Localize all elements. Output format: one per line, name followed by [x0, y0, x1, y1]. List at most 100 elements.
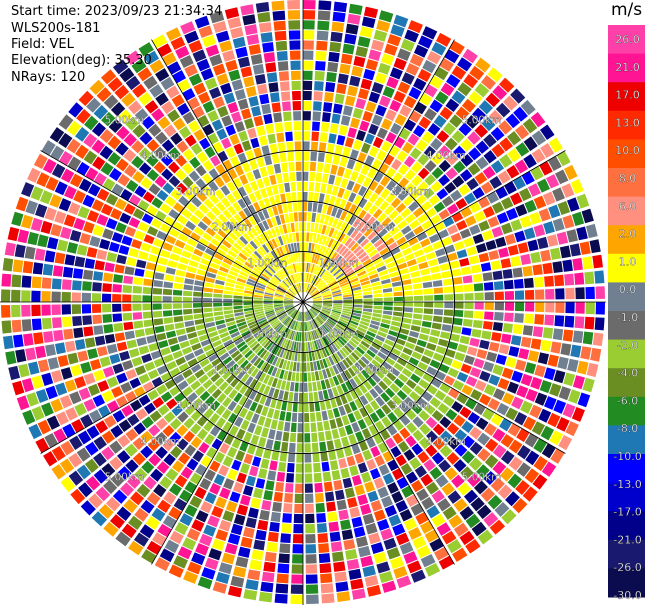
gate-cell: [147, 226, 159, 237]
gate-cell: [234, 165, 245, 177]
gate-cell: [466, 177, 479, 191]
gate-cell: [230, 350, 241, 359]
gate-cell: [81, 304, 92, 314]
gate-cell: [215, 571, 230, 584]
gate-cell: [305, 311, 308, 321]
gate-cell: [267, 470, 277, 481]
gate-cell: [150, 246, 162, 256]
gate-cell: [500, 258, 512, 269]
gate-cell: [520, 253, 532, 265]
gate-cell: [310, 141, 319, 152]
gate-cell: [303, 90, 312, 101]
gate-cell: [91, 199, 104, 212]
gate-cell: [161, 100, 175, 115]
gate-cell: [417, 68, 432, 83]
gate-cell: [193, 128, 206, 142]
gate-cell: [72, 280, 82, 291]
gate-cell: [315, 328, 321, 338]
gate-cell: [524, 313, 534, 324]
gate-cell: [202, 344, 214, 352]
gate-cell: [325, 357, 332, 367]
gate-cell: [243, 76, 255, 88]
gate-cell: [342, 308, 352, 312]
gate-cell: [455, 219, 468, 231]
gate-cell: [14, 244, 26, 258]
gate-cell: [432, 240, 443, 250]
gate-cell: [248, 192, 257, 204]
gate-cell: [399, 267, 410, 275]
gate-cell: [205, 277, 215, 284]
gate-cell: [342, 331, 352, 340]
gate-cell: [498, 343, 510, 355]
gate-cell: [268, 343, 276, 352]
gate-cell: [103, 94, 119, 110]
gate-cell: [353, 298, 363, 302]
gate-cell: [312, 306, 321, 311]
gate-cell: [444, 467, 458, 481]
gate-cell: [559, 245, 571, 259]
gate-cell: [305, 252, 308, 262]
gate-cell: [156, 365, 169, 375]
gate-cell: [205, 321, 216, 328]
gate-cell: [312, 275, 318, 285]
gate-cell: [425, 226, 437, 237]
gate-cell: [362, 287, 372, 292]
gate-cell: [252, 168, 262, 180]
gate-cell: [228, 270, 239, 277]
gate-cell: [274, 122, 284, 133]
gate-cell: [276, 310, 286, 316]
gate-cell: [465, 115, 479, 129]
gate-cell: [144, 270, 155, 279]
gate-cell: [341, 415, 350, 426]
gate-cell: [190, 380, 201, 391]
gate-cell: [218, 213, 228, 224]
gate-cell: [540, 425, 555, 441]
gate-cell: [93, 325, 104, 336]
gate-cell: [408, 357, 420, 366]
gate-cell: [172, 221, 184, 232]
gate-cell: [471, 328, 482, 338]
gate-cell: [305, 493, 314, 503]
gate-cell: [333, 303, 343, 306]
gate-cell: [156, 461, 170, 474]
gate-cell: [150, 218, 163, 229]
gate-cell: [585, 286, 595, 300]
gate-cell: [339, 210, 348, 221]
gate-cell: [243, 589, 258, 601]
gate-cell: [330, 312, 340, 318]
gate-cell: [321, 336, 328, 346]
gate-cell: [293, 273, 298, 283]
gate-cell: [447, 387, 460, 399]
gate-cell: [410, 373, 421, 384]
gate-cell: [312, 264, 317, 274]
gate-cell: [368, 91, 381, 104]
gate-cell: [84, 115, 99, 131]
gate-cell: [524, 468, 540, 484]
gate-cell: [204, 146, 216, 159]
gate-cell: [373, 338, 384, 347]
gate-cell: [390, 367, 401, 377]
gate-cell: [248, 215, 257, 226]
gate-cell: [66, 120, 82, 136]
gate-cell: [206, 368, 217, 378]
gate-cell: [309, 274, 314, 284]
gate-cell: [537, 352, 549, 365]
gate-cell: [340, 394, 348, 405]
gate-cell: [412, 283, 423, 290]
gate-cell: [404, 341, 416, 350]
gate-cell: [350, 317, 360, 323]
gate-cell: [278, 285, 287, 291]
gate-cell: [193, 285, 204, 292]
gate-cell: [552, 261, 563, 273]
gate-cell: [339, 349, 347, 358]
colorbar-tick-label: -1.0: [617, 311, 638, 324]
gate-cell: [328, 521, 340, 532]
gate-cell: [392, 231, 404, 241]
gate-cell: [179, 489, 192, 503]
gate-cell: [92, 452, 107, 467]
gate-cell: [223, 339, 234, 347]
gate-cell: [343, 266, 353, 275]
gate-cell: [518, 187, 532, 202]
gate-cell: [562, 329, 574, 342]
gate-cell: [584, 271, 595, 285]
